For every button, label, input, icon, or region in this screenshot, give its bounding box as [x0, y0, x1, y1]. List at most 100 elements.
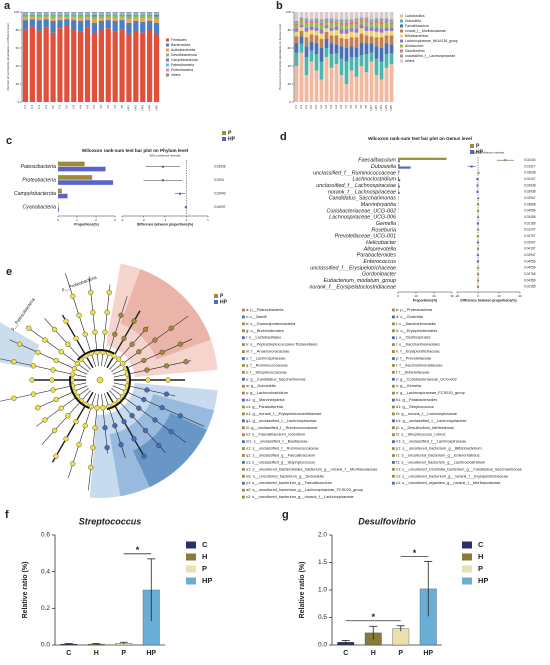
legend-swatch [166, 43, 169, 47]
x-tick-label: P4 [359, 105, 363, 109]
bar-segment [71, 13, 77, 15]
bar [58, 161, 85, 167]
legend-item: y: g__Lachnoclostridium [246, 390, 288, 395]
bar-segment [364, 20, 369, 23]
x-tick-label: C2 [299, 105, 303, 109]
legend-swatch [400, 54, 403, 58]
branch [101, 393, 109, 454]
bar-segment [369, 61, 374, 102]
node [71, 366, 78, 372]
legend-label: Desulfobacterota [171, 53, 197, 57]
bar-segment [319, 33, 324, 39]
y-tick-label: 100 [14, 10, 19, 14]
bar-segment [389, 27, 394, 31]
bar-segment [98, 18, 104, 21]
legend-label: unclassified_f__Lachnospiraceae [405, 54, 455, 58]
bar-segment [334, 53, 339, 65]
category-label: Patescibacteria [21, 164, 57, 170]
legend-marker [242, 461, 245, 464]
bar-segment [354, 21, 359, 25]
x-tick-label: H4 [334, 105, 338, 109]
legend-label: Patescibacteria [171, 63, 194, 67]
bar-segment [78, 13, 84, 15]
node [141, 453, 147, 459]
bar-segment [119, 29, 125, 103]
bar-segment [71, 12, 77, 14]
x-tick-label: H5 [339, 105, 343, 109]
bar-segment [319, 19, 324, 23]
category-label: Campylobacterota [14, 191, 56, 197]
legend-marker [392, 350, 395, 353]
branch [109, 326, 149, 370]
x-tick-label: P2 [99, 105, 103, 109]
bar-segment [112, 12, 118, 13]
bar-segment [344, 12, 349, 20]
bar-segment [299, 24, 304, 28]
bar-segment [112, 31, 118, 102]
node [131, 436, 137, 442]
bar-segment [50, 14, 56, 16]
bar-segment [309, 21, 314, 24]
bar-segment [314, 35, 319, 44]
legend-marker [392, 384, 395, 388]
bar-segment [112, 21, 118, 32]
node [50, 367, 56, 373]
bar-segment [147, 30, 153, 102]
node [121, 335, 127, 342]
bar-segment [339, 75, 344, 102]
y-tick-label: 80 [16, 28, 20, 32]
x-tick-label: H5 [85, 105, 89, 109]
p-value: 0.04297 [214, 205, 226, 209]
bar [398, 157, 447, 160]
category-label: Prevotellaceae_UCG-001 [335, 234, 396, 240]
backbone [69, 349, 131, 411]
bar-segment [359, 21, 364, 25]
bar-segment [384, 21, 389, 24]
bar-segment [359, 55, 364, 66]
legend-swatch [222, 131, 226, 135]
bar-segment [36, 15, 42, 18]
bar-segment [91, 14, 98, 17]
bar-segment [22, 12, 29, 13]
legend-label: P [476, 143, 480, 149]
bar-segment [91, 16, 98, 20]
legend-item: q: f__Ruminococcaceae [246, 362, 288, 367]
legend-marker [392, 467, 395, 471]
bar [398, 166, 411, 169]
x-tick-label: C3 [304, 105, 308, 109]
legend-marker [242, 350, 245, 353]
node [152, 417, 158, 423]
bar-segment [43, 12, 49, 14]
legend-marker [242, 398, 245, 402]
bar-segment [91, 13, 98, 15]
legend-swatch [400, 39, 403, 43]
legend-marker [392, 322, 395, 326]
p-value: 0.03938 [524, 183, 536, 187]
bar-segment [329, 27, 334, 31]
node [142, 326, 149, 333]
bar-segment [133, 18, 139, 21]
bar-segment [29, 15, 35, 18]
bar-segment [309, 19, 314, 22]
legend-item: g: o__Burkholderiales [246, 328, 284, 333]
category-label: Parabacteroides [357, 253, 397, 259]
legend-item: f: c__Saccharimonadia [396, 321, 436, 326]
bar-segment [389, 19, 394, 23]
error-bar [396, 625, 405, 632]
node [53, 453, 59, 459]
bar-segment [84, 12, 91, 13]
legend-item: r1: s__uncultured_bacterium_g__Enterorha… [396, 453, 480, 458]
legend-item: o1: s__unclassified_f__Ruminococcaceae [246, 446, 319, 451]
legend-swatch [462, 541, 472, 549]
bar-segment [294, 52, 299, 66]
bar-segment [354, 24, 359, 29]
legend-item: p: f__Prevotellaceae [396, 356, 431, 361]
category-label: Cyanobacteria [23, 205, 57, 211]
node [168, 429, 174, 435]
legend-label: Lachnospiraceae_NK4A136_group [405, 39, 458, 43]
bar-segment [43, 13, 49, 15]
bar-segment [43, 17, 49, 20]
bar-segment [374, 31, 379, 38]
legend-marker [242, 329, 245, 333]
x-tick-label: H2 [324, 105, 328, 109]
